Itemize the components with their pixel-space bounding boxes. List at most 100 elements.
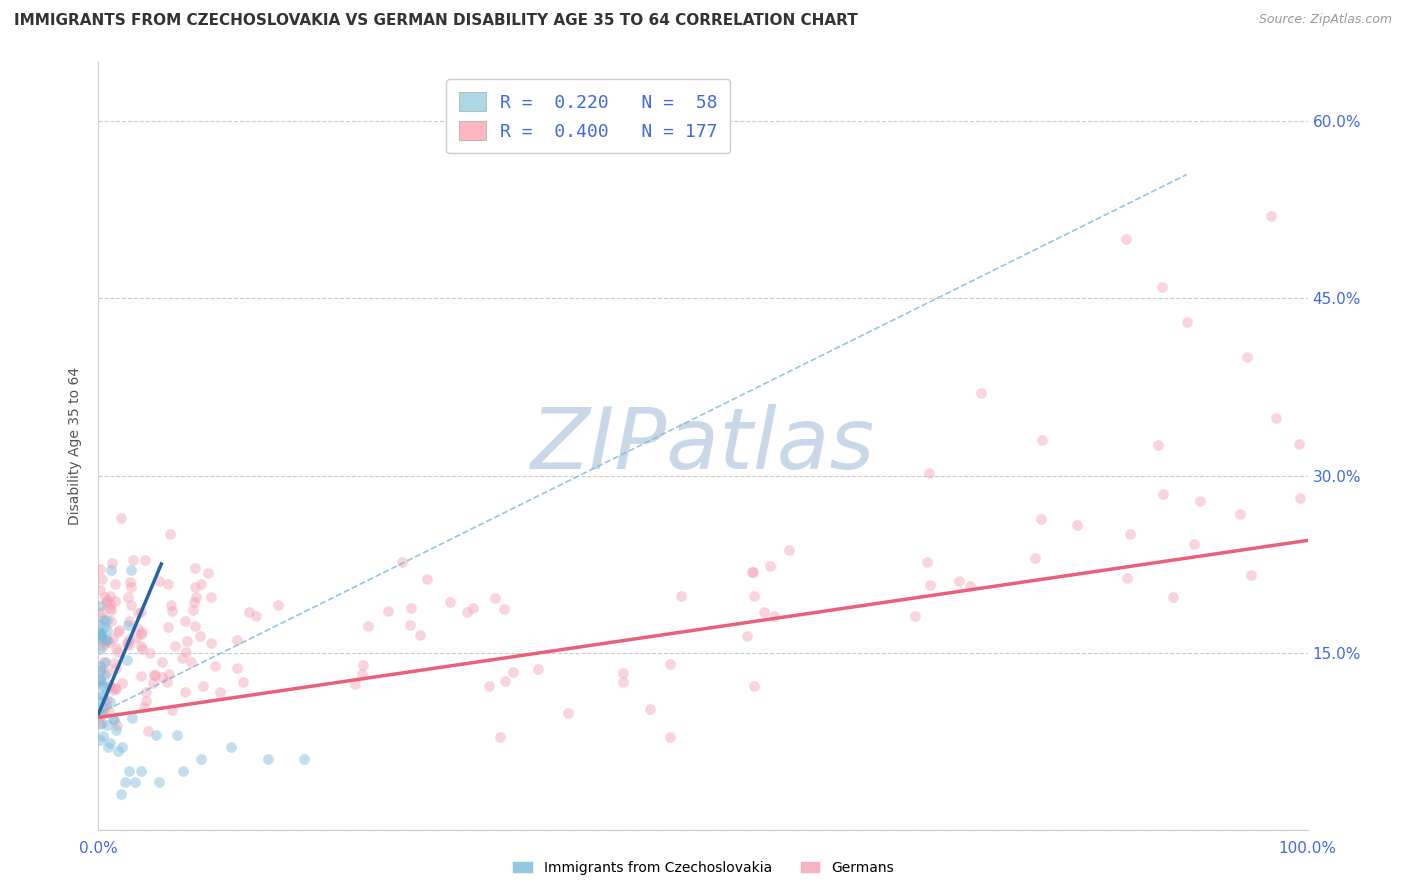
Text: ZIPatlas: ZIPatlas (531, 404, 875, 488)
Point (93, 679, 115, 693)
Point (1229, 507, 1251, 521)
Point (357, 619, 380, 633)
Point (735, 629, 758, 643)
Point (456, 605, 478, 619)
Point (1188, 493, 1211, 508)
Point (98, 597, 121, 611)
Point (399, 618, 422, 632)
Point (148, 775, 170, 789)
Point (1260, 209, 1282, 223)
Point (415, 572, 437, 586)
Point (120, 599, 142, 613)
Point (120, 563, 142, 577)
Point (174, 614, 197, 628)
Point (115, 653, 138, 667)
Point (89, 617, 111, 632)
Point (350, 666, 373, 681)
Point (156, 675, 179, 690)
Point (131, 624, 153, 639)
Point (117, 635, 139, 649)
Point (292, 752, 315, 766)
Point (94, 697, 117, 711)
Point (89, 672, 111, 686)
Point (915, 555, 938, 569)
Point (494, 601, 516, 615)
Point (96, 718, 118, 732)
Point (159, 526, 181, 541)
Point (104, 723, 127, 737)
Point (89, 562, 111, 576)
Point (94, 668, 117, 682)
Point (100, 614, 122, 628)
Point (157, 619, 180, 633)
Point (129, 627, 152, 641)
Point (89, 632, 111, 646)
Point (959, 579, 981, 593)
Point (129, 639, 152, 653)
Point (98, 635, 121, 649)
Point (103, 713, 125, 727)
Point (1264, 411, 1286, 425)
Point (741, 565, 763, 579)
Point (142, 668, 165, 682)
Point (238, 605, 260, 619)
Point (352, 658, 374, 673)
Point (970, 385, 993, 400)
Point (612, 674, 634, 689)
Point (190, 752, 212, 766)
Point (762, 609, 785, 624)
Point (1119, 527, 1142, 541)
Point (96, 624, 118, 638)
Point (91, 572, 114, 586)
Point (172, 764, 194, 778)
Point (89, 710, 111, 724)
Point (89, 694, 111, 708)
Point (399, 600, 422, 615)
Point (110, 787, 132, 801)
Point (124, 775, 146, 789)
Text: Source: ZipAtlas.com: Source: ZipAtlas.com (1258, 13, 1392, 27)
Point (671, 589, 693, 603)
Point (111, 676, 134, 690)
Point (162, 604, 184, 618)
Point (107, 744, 129, 758)
Point (221, 739, 243, 754)
Point (100, 603, 122, 617)
Point (174, 645, 197, 659)
Point (91, 702, 114, 716)
Point (120, 580, 142, 594)
Point (1175, 315, 1198, 329)
Point (96, 665, 118, 679)
Point (96, 593, 118, 607)
Point (184, 590, 207, 604)
Point (527, 662, 550, 676)
Point (135, 685, 157, 699)
Point (226, 661, 249, 675)
Point (93, 614, 115, 628)
Point (1031, 433, 1053, 447)
Point (118, 764, 141, 778)
Point (1029, 512, 1052, 526)
Point (148, 574, 170, 589)
Point (98, 600, 121, 615)
Point (94, 633, 117, 648)
Point (778, 543, 800, 558)
Point (111, 739, 134, 754)
Point (90, 688, 112, 702)
Point (200, 636, 222, 650)
Text: IMMIGRANTS FROM CZECHOSLOVAKIA VS GERMAN DISABILITY AGE 35 TO 64 CORRELATION CHA: IMMIGRANTS FROM CZECHOSLOVAKIA VS GERMAN… (14, 13, 858, 29)
Point (204, 659, 226, 673)
Point (139, 646, 162, 660)
Point (98, 704, 121, 718)
Point (256, 752, 278, 766)
Point (344, 677, 367, 691)
Point (267, 599, 290, 613)
Point (742, 565, 765, 579)
Point (377, 604, 399, 618)
Point (89, 629, 111, 643)
Point (90, 663, 112, 677)
Point (1147, 438, 1170, 452)
Point (90, 627, 112, 641)
Point (494, 674, 516, 689)
Point (208, 685, 231, 699)
